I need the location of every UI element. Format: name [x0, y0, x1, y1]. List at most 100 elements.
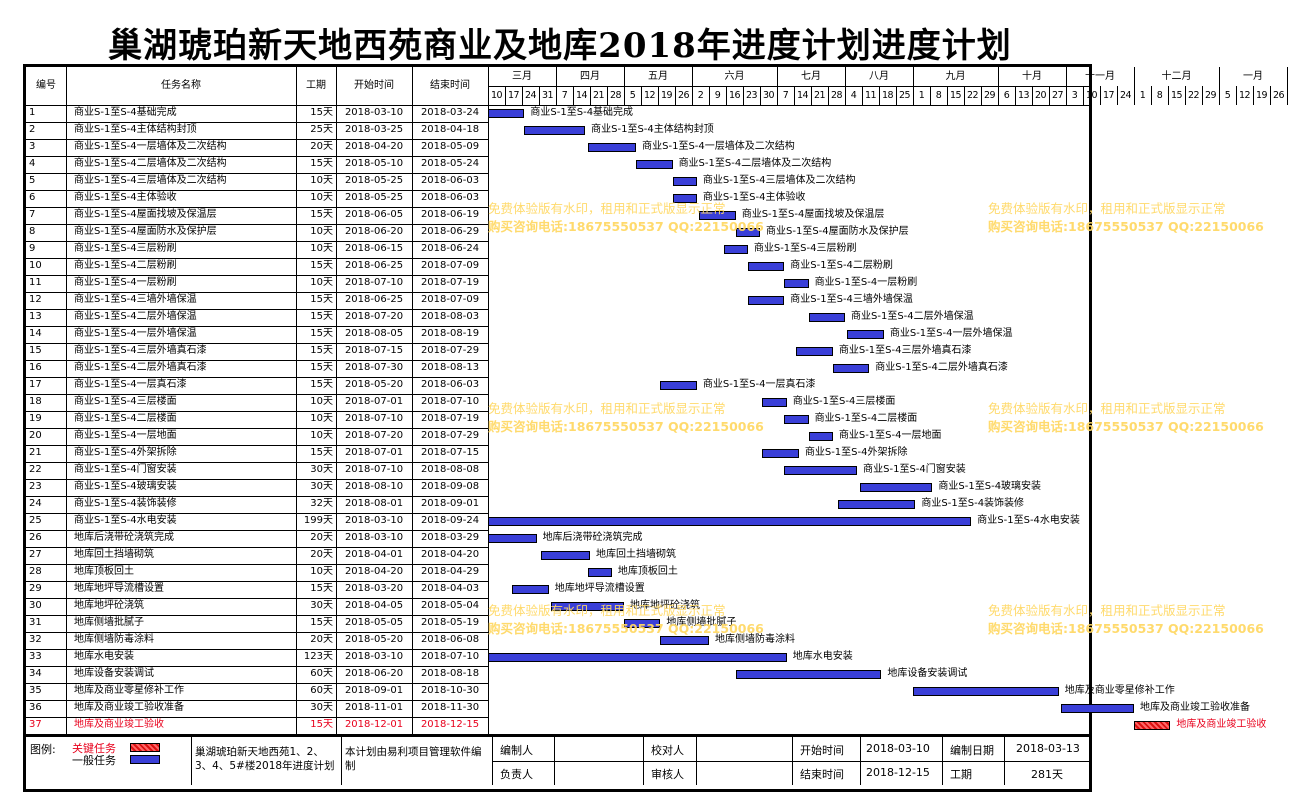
task-bar[interactable] [488, 653, 787, 662]
task-name[interactable]: 商业S-1至S-4基础完成 [74, 107, 177, 118]
task-bar[interactable] [512, 585, 549, 594]
task-bar[interactable] [1061, 704, 1134, 713]
task-bar[interactable] [784, 279, 809, 288]
task-bar[interactable] [660, 381, 697, 390]
task-bar[interactable] [587, 143, 637, 152]
header-bottom-line [26, 105, 1089, 106]
task-bar-label: 商业S-1至S-4三层粉刷 [753, 243, 857, 254]
row-line [26, 717, 488, 718]
task-bar[interactable] [636, 160, 673, 169]
task-name[interactable]: 地库及商业零星修补工作 [74, 685, 184, 696]
task-bar[interactable] [747, 262, 785, 271]
task-duration: 30天 [310, 464, 333, 475]
task-bar[interactable] [488, 109, 525, 118]
task-name[interactable]: 商业S-1至S-4装饰装修 [74, 498, 177, 509]
task-bar[interactable] [847, 330, 884, 339]
task-bar[interactable] [488, 534, 537, 543]
task-bar[interactable] [699, 211, 736, 220]
task-end: 2018-10-30 [420, 685, 480, 696]
task-name[interactable]: 商业S-1至S-4二层墙体及二次结构 [74, 158, 227, 169]
task-bar[interactable] [735, 670, 882, 679]
task-bar[interactable] [762, 398, 787, 407]
task-name[interactable]: 地库设备安装调试 [74, 668, 154, 679]
task-name[interactable]: 商业S-1至S-4三层外墙真石漆 [74, 345, 207, 356]
task-bar[interactable] [784, 466, 858, 475]
task-name[interactable]: 商业S-1至S-4主体验收 [74, 192, 177, 203]
task-end: 2018-04-03 [420, 583, 480, 594]
critical-task-bar[interactable] [1134, 721, 1171, 730]
task-bar[interactable] [808, 432, 833, 441]
task-name[interactable]: 商业S-1至S-4二层粉刷 [74, 260, 177, 271]
task-bar[interactable] [832, 364, 870, 373]
task-start: 2018-07-01 [344, 447, 404, 458]
task-name[interactable]: 商业S-1至S-4门窗安装 [74, 464, 177, 475]
task-name[interactable]: 商业S-1至S-4一层墙体及二次结构 [74, 141, 227, 152]
task-name[interactable]: 商业S-1至S-4一层地面 [74, 430, 177, 441]
task-bar[interactable] [796, 347, 833, 356]
day-divider [998, 86, 999, 105]
task-name[interactable]: 地库回土挡墙砌筑 [74, 549, 154, 560]
task-bar[interactable] [735, 228, 760, 237]
task-name[interactable]: 商业S-1至S-4一层外墙保温 [74, 328, 197, 339]
task-bar[interactable] [837, 500, 916, 509]
task-name[interactable]: 商业S-1至S-4二层楼面 [74, 413, 177, 424]
task-name[interactable]: 地库顶板回土 [74, 566, 134, 577]
task-name[interactable]: 地库及商业竣工验收准备 [74, 702, 184, 713]
task-name[interactable]: 地库及商业竣工验收 [74, 719, 164, 730]
task-name[interactable]: 商业S-1至S-4水电安装 [74, 515, 177, 526]
task-end: 2018-05-24 [420, 158, 480, 169]
task-bar-label: 商业S-1至S-4主体结构封顶 [591, 124, 714, 135]
task-bar[interactable] [672, 177, 697, 186]
task-id: 2 [29, 124, 36, 135]
task-start: 2018-04-01 [344, 549, 404, 560]
task-name[interactable]: 商业S-1至S-4主体结构封顶 [74, 124, 197, 135]
footer-divider [1004, 737, 1005, 785]
task-duration: 10天 [310, 175, 333, 186]
month-divider [998, 67, 999, 86]
task-name[interactable]: 商业S-1至S-4外架拆除 [74, 447, 177, 458]
task-name[interactable]: 商业S-1至S-4三墙外墙保温 [74, 294, 197, 305]
task-bar[interactable] [488, 517, 972, 526]
task-start: 2018-05-10 [344, 158, 404, 169]
task-bar[interactable] [624, 619, 661, 628]
day-divider [964, 86, 965, 105]
task-bar[interactable] [672, 194, 697, 203]
task-bar[interactable] [913, 687, 1059, 696]
task-name[interactable]: 商业S-1至S-4屋面防水及保护层 [74, 226, 217, 237]
task-name[interactable]: 商业S-1至S-4一层真石漆 [74, 379, 187, 390]
task-name[interactable]: 商业S-1至S-4一层粉刷 [74, 277, 177, 288]
task-name[interactable]: 地库后浇带砼浇筑完成 [74, 532, 174, 543]
task-name[interactable]: 商业S-1至S-4三层粉刷 [74, 243, 177, 254]
task-name[interactable]: 商业S-1至S-4玻璃安装 [74, 481, 177, 492]
task-name[interactable]: 地库水电安装 [74, 651, 134, 662]
task-end: 2018-09-01 [420, 498, 480, 509]
task-end: 2018-04-20 [420, 549, 480, 560]
task-bar-label: 商业S-1至S-4三层墙体及二次结构 [702, 175, 856, 186]
day-divider [862, 86, 863, 105]
task-bar[interactable] [541, 551, 590, 560]
task-bar[interactable] [587, 568, 612, 577]
task-name[interactable]: 地库地坪砼浇筑 [74, 600, 144, 611]
day-divider [845, 86, 846, 105]
task-bar[interactable] [859, 483, 933, 492]
task-start: 2018-07-20 [344, 430, 404, 441]
task-bar[interactable] [524, 126, 586, 135]
task-bar[interactable] [784, 415, 809, 424]
task-bar[interactable] [808, 313, 845, 322]
task-name[interactable]: 商业S-1至S-4屋面找坡及保温层 [74, 209, 217, 220]
task-name[interactable]: 商业S-1至S-4三层楼面 [74, 396, 177, 407]
task-end: 2018-08-13 [420, 362, 480, 373]
task-id: 9 [29, 243, 36, 254]
task-bar[interactable] [551, 602, 624, 611]
task-duration: 15天 [310, 583, 333, 594]
task-name[interactable]: 地库地坪导流槽设置 [74, 583, 164, 594]
task-name[interactable]: 商业S-1至S-4二层外墙保温 [74, 311, 197, 322]
task-name[interactable]: 商业S-1至S-4二层外墙真石漆 [74, 362, 207, 373]
task-bar[interactable] [747, 296, 785, 305]
task-name[interactable]: 商业S-1至S-4三层墙体及二次结构 [74, 175, 227, 186]
task-bar[interactable] [660, 636, 709, 645]
task-name[interactable]: 地库侧墙批腻子 [74, 617, 144, 628]
task-name[interactable]: 地库侧墙防毒涂料 [74, 634, 154, 645]
task-bar[interactable] [762, 449, 799, 458]
task-bar[interactable] [723, 245, 748, 254]
